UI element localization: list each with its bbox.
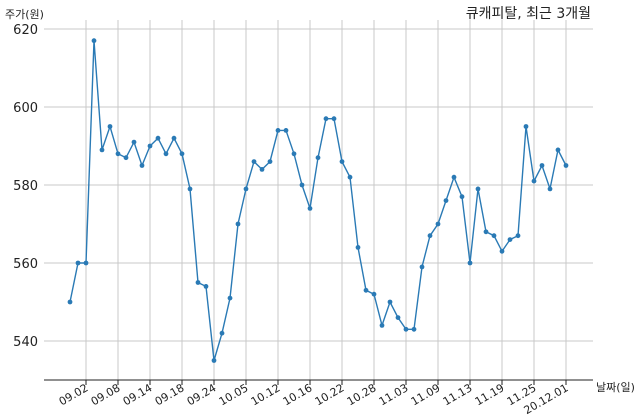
- data-point: [267, 159, 273, 165]
- x-tick-labels: 09.0209.0809.1409.1809.2410.0510.1210.16…: [57, 380, 571, 417]
- data-point: [355, 245, 361, 250]
- data-point: [147, 143, 153, 149]
- data-point: [203, 284, 209, 289]
- data-point: [523, 124, 529, 129]
- x-axis-label: 날짜(일): [596, 380, 635, 394]
- data-point: [371, 291, 377, 297]
- data-point: [443, 198, 449, 204]
- data-point: [467, 260, 473, 266]
- data-point: [483, 229, 489, 235]
- data-point: [555, 147, 561, 153]
- data-point: [427, 233, 433, 239]
- data-point: [211, 358, 217, 363]
- data-point: [187, 186, 193, 192]
- data-point: [339, 159, 345, 165]
- data-point: [75, 260, 81, 266]
- data-point: [123, 155, 129, 161]
- data-point: [83, 260, 89, 266]
- data-point: [307, 206, 313, 211]
- x-tick-label: 11.19: [473, 381, 507, 408]
- data-point: [491, 233, 497, 239]
- data-point: [475, 186, 481, 192]
- data-point: [219, 330, 225, 336]
- data-point: [139, 163, 145, 168]
- data-point: [155, 135, 161, 141]
- data-point: [411, 326, 417, 332]
- y-tick-label: 560: [13, 257, 38, 272]
- x-tick-label: 09.08: [89, 381, 123, 408]
- data-point: [115, 151, 121, 157]
- data-point: [507, 237, 513, 243]
- x-tick-label: 11.03: [377, 381, 411, 408]
- x-tick-label: 10.28: [345, 381, 379, 408]
- x-tick-label: 11.13: [441, 381, 475, 408]
- y-tick-labels: 540 560 580 600 620: [13, 23, 38, 350]
- x-tick-label: 09.18: [153, 381, 187, 408]
- data-point: [395, 315, 401, 320]
- x-tick-label: 09.02: [57, 381, 91, 408]
- data-point: [331, 116, 337, 122]
- x-tick-label: 09.24: [185, 381, 219, 408]
- data-point: [451, 174, 457, 180]
- data-point: [179, 151, 185, 157]
- data-point: [227, 295, 233, 301]
- data-point: [283, 127, 289, 133]
- x-tick-label: 09.14: [121, 381, 155, 408]
- chart-title: 큐캐피탈, 최근 3개월: [466, 6, 591, 22]
- data-point: [251, 159, 257, 165]
- data-point: [67, 299, 73, 305]
- data-point: [275, 127, 281, 133]
- data-point: [323, 116, 329, 122]
- data-point: [419, 264, 425, 270]
- data-point: [379, 323, 385, 328]
- y-axis-label: 주가(원): [5, 8, 44, 21]
- data-point: [459, 194, 465, 200]
- data-point: [163, 151, 169, 157]
- data-point: [387, 299, 393, 305]
- y-tick-label: 600: [13, 101, 38, 116]
- data-point: [531, 178, 537, 184]
- y-tick-label: 620: [13, 23, 38, 38]
- data-point: [435, 221, 441, 227]
- data-point: [99, 147, 105, 153]
- price-data-points: [67, 38, 569, 363]
- data-point: [243, 186, 249, 192]
- data-point: [547, 186, 553, 192]
- data-point: [291, 151, 297, 157]
- data-point: [347, 174, 353, 180]
- data-point: [299, 182, 305, 188]
- price-series-line: [69, 40, 567, 361]
- data-point: [171, 135, 177, 141]
- data-point: [539, 163, 545, 168]
- data-point: [259, 167, 265, 172]
- x-tick-label: 10.05: [217, 381, 251, 408]
- x-tick-label: 10.12: [249, 381, 283, 408]
- x-tick-label: 10.16: [281, 381, 315, 408]
- data-point: [363, 287, 369, 293]
- data-point: [107, 124, 113, 129]
- y-tick-label: 580: [13, 179, 38, 194]
- data-point: [515, 233, 521, 239]
- data-point: [195, 280, 201, 285]
- data-point: [235, 221, 241, 227]
- data-point: [499, 248, 505, 254]
- data-point: [563, 163, 569, 168]
- grid-lines: [44, 20, 593, 380]
- x-tick-label: 10.22: [313, 381, 347, 408]
- data-point: [131, 139, 137, 145]
- data-point: [91, 38, 97, 44]
- data-point: [403, 326, 409, 332]
- x-tick-label: 11.09: [409, 381, 443, 408]
- data-point: [315, 155, 321, 161]
- y-tick-label: 540: [13, 335, 38, 350]
